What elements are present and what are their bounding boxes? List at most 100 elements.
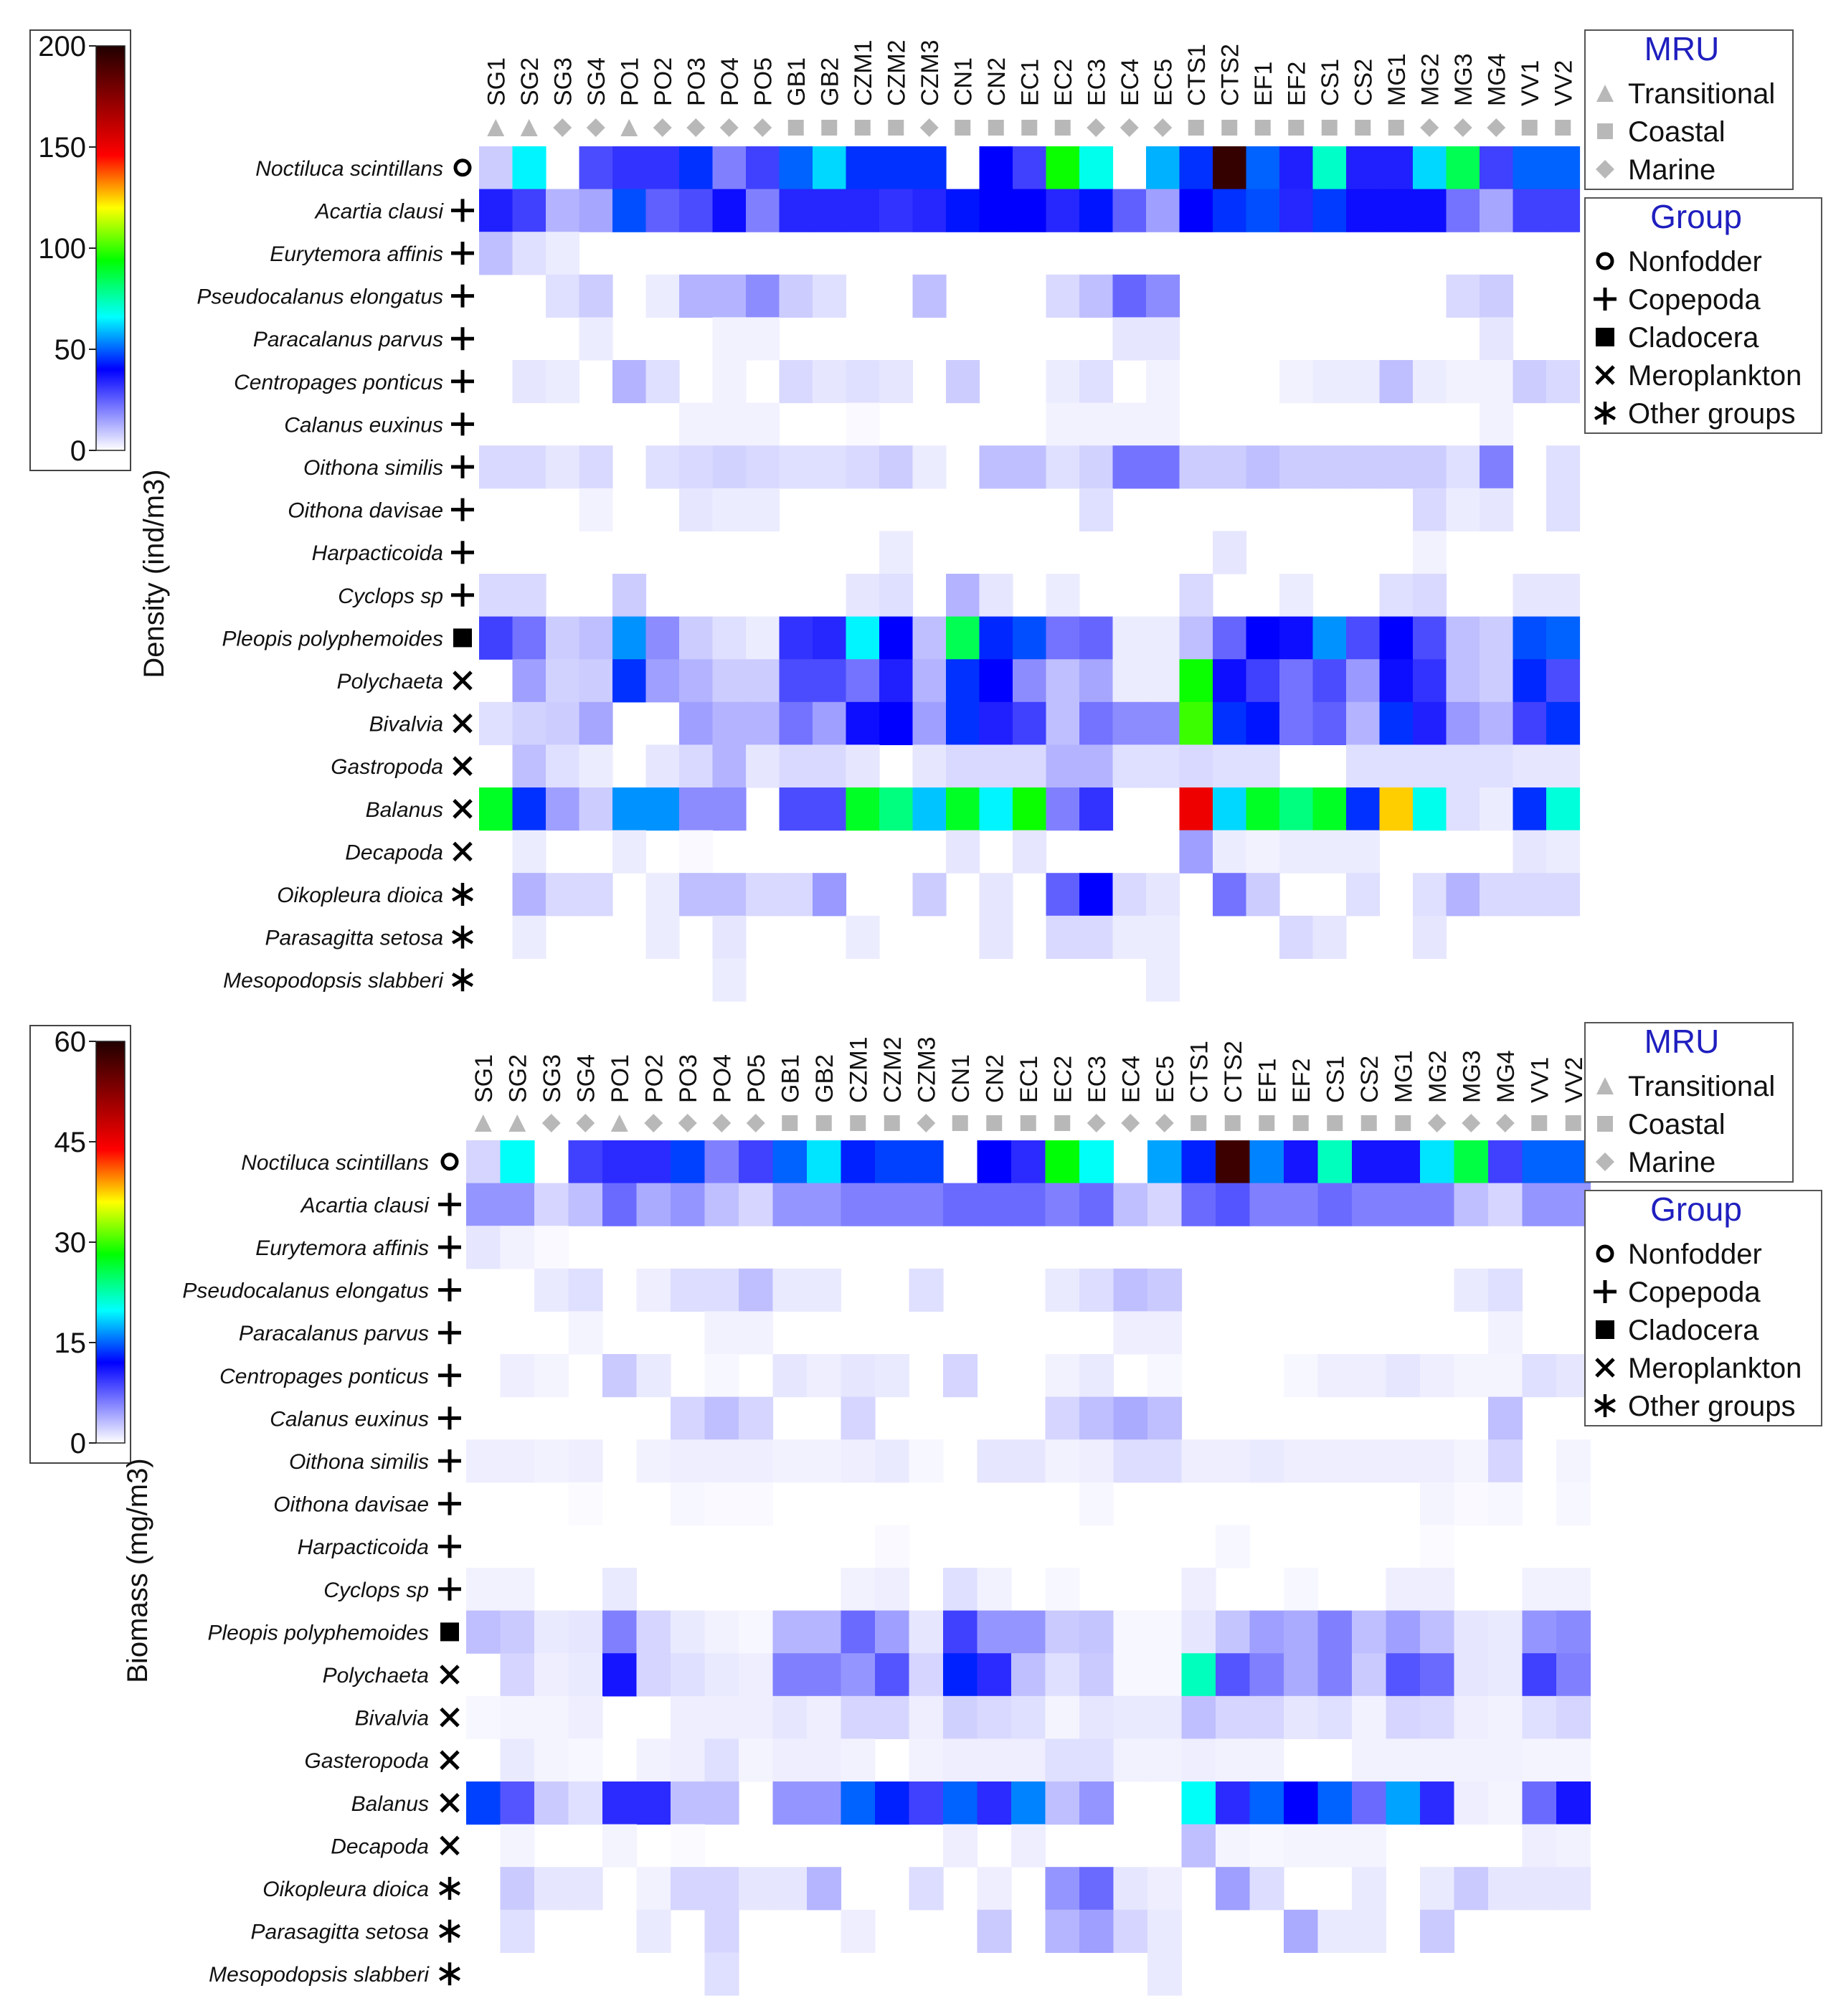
heatmap-cell xyxy=(1079,274,1114,318)
heatmap-cell xyxy=(1546,701,1581,745)
heatmap-cell xyxy=(1454,1140,1489,1184)
heatmap-cell xyxy=(1454,1738,1489,1782)
heatmap-cell xyxy=(1556,1695,1591,1739)
site-label: PO5 xyxy=(743,1054,770,1103)
cladocera-square-icon xyxy=(440,1622,459,1642)
mru-square-icon xyxy=(1191,1115,1207,1131)
heatmap-cell xyxy=(1249,1738,1284,1782)
heatmap-cell xyxy=(568,1781,603,1825)
heatmap-cell xyxy=(534,1781,569,1825)
heatmap-cell xyxy=(1413,701,1447,745)
heatmap-cell xyxy=(500,1738,535,1782)
heatmap-cell xyxy=(568,1610,603,1654)
site-label: VV2 xyxy=(1561,1057,1588,1103)
heatmap-cell xyxy=(772,1781,808,1825)
heatmap-cell xyxy=(1379,574,1414,617)
heatmap-cell xyxy=(466,1226,501,1269)
heatmap-cell xyxy=(746,445,780,489)
meroplankton-cross-icon xyxy=(440,1707,460,1728)
heatmap-cell xyxy=(546,445,580,489)
heatmap-cell xyxy=(912,701,947,745)
heatmap-cell xyxy=(1046,402,1080,446)
heatmap-cell xyxy=(645,915,680,959)
heatmap-cell xyxy=(1446,445,1480,489)
heatmap-cell xyxy=(512,360,546,404)
heatmap-cell xyxy=(612,146,647,190)
heatmap-cell xyxy=(1480,189,1514,232)
heatmap-cell xyxy=(1346,146,1381,190)
taxon-label: Eurytemora affinis xyxy=(270,242,443,266)
heatmap-cell xyxy=(977,1867,1012,1911)
heatmap-cell xyxy=(1216,1695,1251,1739)
heatmap-cell xyxy=(1346,189,1381,232)
heatmap-cell xyxy=(1216,1653,1251,1697)
mru-diamond-icon xyxy=(712,1114,732,1132)
heatmap-cell xyxy=(946,787,980,831)
heatmap-cell xyxy=(779,616,813,660)
mru-square-icon xyxy=(1054,120,1071,136)
heatmap-cell xyxy=(1488,1653,1523,1697)
heatmap-cell xyxy=(1379,360,1414,404)
heatmap-cell xyxy=(534,1610,569,1654)
heatmap-cell xyxy=(579,744,613,788)
mru-diamond-icon xyxy=(1427,1114,1447,1132)
heatmap-cell xyxy=(1013,445,1047,489)
heatmap-cell xyxy=(1112,189,1147,232)
heatmap-cell xyxy=(875,1525,910,1568)
heatmap-cell xyxy=(1312,189,1347,232)
group-legend-1-title: Group xyxy=(1650,198,1742,235)
heatmap-cell xyxy=(879,787,914,831)
heatmap-cell xyxy=(1522,1610,1557,1654)
copepoda-plus-icon xyxy=(438,1321,461,1345)
heatmap-cell xyxy=(875,1695,910,1739)
heatmap-cell xyxy=(1181,1824,1216,1868)
heatmap-cell xyxy=(813,744,847,788)
heatmap-cell xyxy=(739,1695,774,1739)
heatmap-cell xyxy=(1513,787,1547,831)
site-label: MG1 xyxy=(1383,53,1411,106)
heatmap-cell xyxy=(1246,445,1280,489)
heatmap-cell xyxy=(1146,958,1180,1002)
meroplankton-cross-icon xyxy=(453,841,473,862)
heatmap-cell xyxy=(1079,1653,1114,1697)
heatmap-cell xyxy=(1352,1909,1387,1953)
meroplankton-cross-icon xyxy=(440,1750,460,1770)
copepoda-plus-icon xyxy=(451,583,474,607)
legend-item-other-groups: Other groups xyxy=(1628,1391,1795,1422)
heatmap-cell xyxy=(1346,701,1381,745)
meroplankton-cross-icon xyxy=(453,671,473,691)
heatmap-cell xyxy=(1246,189,1280,232)
heatmap-cell xyxy=(1420,1781,1455,1825)
group-legend-2: Group Nonfodder Copepoda Cladocera Meroplank… xyxy=(1584,1190,1822,1426)
heatmap-cell xyxy=(602,1610,638,1654)
heatmap-cell xyxy=(1420,1183,1455,1226)
heatmap-cell xyxy=(1246,830,1280,874)
taxon-label: Gastropoda xyxy=(331,755,443,779)
heatmap-cell xyxy=(1352,1140,1387,1184)
heatmap-cell xyxy=(579,146,613,190)
heatmap-cell xyxy=(1312,146,1347,190)
heatmap-cell xyxy=(1279,659,1314,703)
heatmap-cell xyxy=(943,1183,978,1226)
heatmap-cell xyxy=(1317,1439,1353,1483)
heatmap-cell xyxy=(704,1653,739,1697)
heatmap-cell xyxy=(846,744,880,788)
heatmap-cell xyxy=(1522,1738,1557,1782)
heatmap-cell xyxy=(1312,360,1347,404)
heatmap-cell xyxy=(546,616,580,660)
heatmap-cell xyxy=(977,1781,1012,1825)
colorbar-tick-label: 30 xyxy=(55,1227,87,1259)
site-header: SG1 SG2 SG3 SG4 PO1 PO2 PO3 PO4 PO5 GB1 GB2 CZM1 CZM… xyxy=(483,39,1577,137)
legend-item-transitional: Transitional xyxy=(1628,1071,1775,1102)
mru-square-icon xyxy=(955,120,971,136)
heatmap-cell xyxy=(1352,1653,1387,1697)
heatmap-cell xyxy=(1413,445,1447,489)
site-label: EC4 xyxy=(1117,1056,1145,1103)
heatmap-cell xyxy=(979,873,1013,917)
heatmap-cell xyxy=(1513,701,1547,745)
heatmap-cell xyxy=(612,659,647,703)
mru-diamond-icon xyxy=(917,1114,936,1132)
heatmap-cell xyxy=(1352,1738,1387,1782)
heatmap-cell xyxy=(602,1653,638,1697)
